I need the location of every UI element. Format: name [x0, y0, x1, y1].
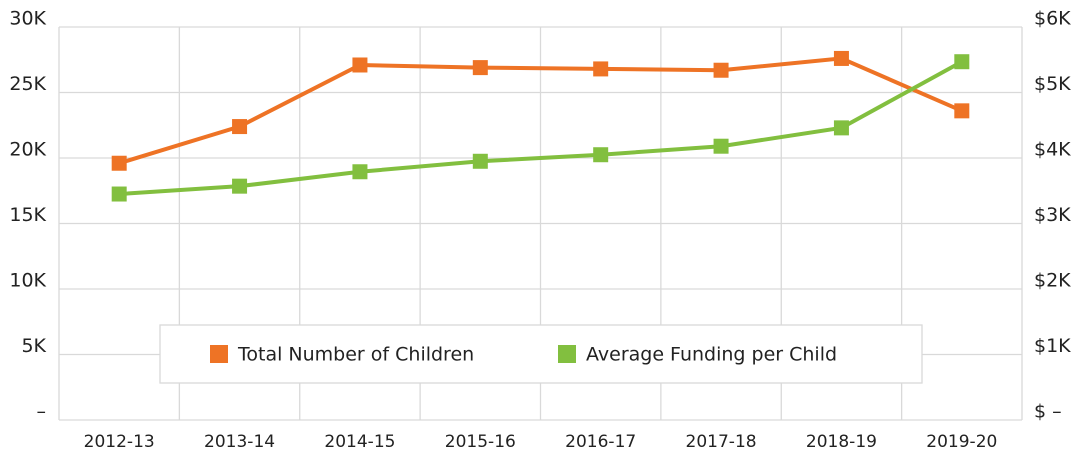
x-tick-label: 2015-16 [445, 432, 516, 452]
marker [593, 147, 609, 163]
marker [833, 50, 849, 66]
marker [111, 186, 127, 202]
legend-box [159, 324, 923, 384]
y2-tick-label: $4K [1034, 139, 1071, 161]
y-tick-label: 30K [9, 8, 46, 30]
y2-tick-label: $3K [1034, 204, 1071, 226]
y-tick-label: 10K [9, 270, 46, 292]
y-tick-label: 25K [9, 73, 46, 95]
y2-tick-label: $1K [1034, 335, 1071, 357]
marker [232, 178, 248, 194]
x-tick-label: 2016-17 [565, 432, 636, 452]
x-tick-label: 2013-14 [204, 432, 275, 452]
y-tick-label: 5K [21, 335, 46, 357]
y-tick-label: 20K [9, 139, 46, 161]
y2-tick-label: $6K [1034, 8, 1071, 30]
marker [232, 119, 248, 135]
y2-tick-label: $ – [1034, 401, 1062, 423]
marker [713, 62, 729, 78]
x-tick-label: 2018-19 [806, 432, 877, 452]
marker [472, 153, 488, 169]
marker [954, 54, 970, 70]
legend: Total Number of Children Average Funding … [159, 324, 923, 384]
x-tick-label: 2014-15 [324, 432, 395, 452]
marker [593, 61, 609, 77]
marker [352, 164, 368, 180]
x-tick-label: 2019-20 [926, 432, 997, 452]
marker [352, 57, 368, 73]
y2-tick-label: $2K [1034, 270, 1071, 292]
marker [833, 120, 849, 136]
series-line [119, 59, 963, 197]
legend-label: Average Funding per Child [586, 344, 837, 366]
y-tick-label: 15K [9, 204, 46, 226]
y2-tick-label: $5K [1034, 73, 1071, 95]
marker [472, 60, 488, 76]
marker [111, 155, 127, 171]
marker [713, 138, 729, 154]
marker [954, 103, 970, 119]
legend-swatch [558, 345, 576, 363]
legend-swatch [210, 345, 228, 363]
y-tick-label: – [37, 401, 47, 423]
x-tick-label: 2012-13 [84, 432, 155, 452]
series-line [118, 56, 963, 166]
x-tick-label: 2017-18 [686, 432, 757, 452]
legend-label: Total Number of Children [237, 344, 474, 366]
